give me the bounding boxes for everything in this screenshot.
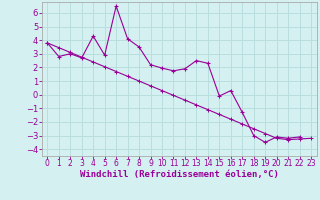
X-axis label: Windchill (Refroidissement éolien,°C): Windchill (Refroidissement éolien,°C) (80, 170, 279, 179)
